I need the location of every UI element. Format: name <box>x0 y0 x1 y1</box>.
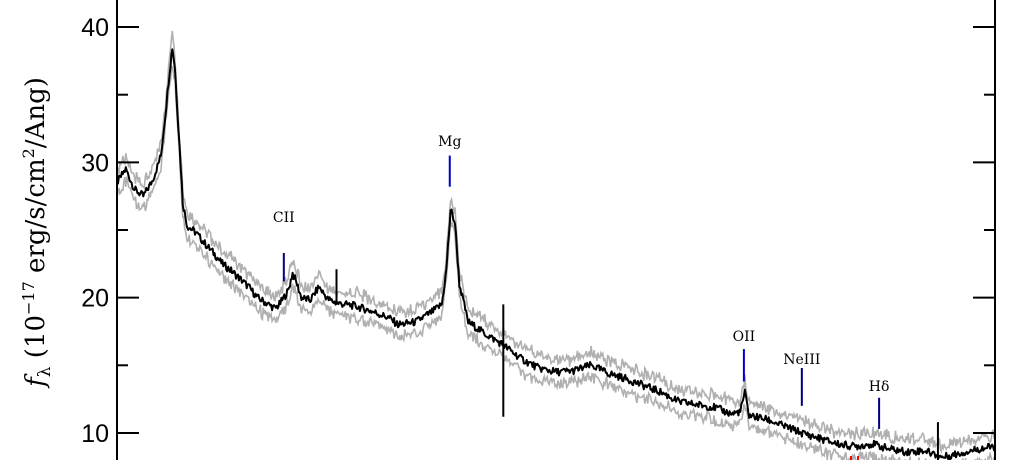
ylabel-post: /Ang) <box>21 77 51 148</box>
error-band-lower <box>116 65 996 460</box>
spectrum-line <box>116 48 996 460</box>
axes: 10 20 30 40 <box>81 0 996 460</box>
ylabel-exponent: −17 <box>19 281 38 315</box>
annotation-mg: Mg <box>438 134 461 187</box>
error-band-upper <box>116 30 996 455</box>
series-group <box>116 48 996 460</box>
y-tick-label: 10 <box>81 420 109 448</box>
ylabel-exponent2: 2 <box>19 148 38 158</box>
annotation-hδ: Hδ <box>869 379 890 429</box>
spike-group <box>335 269 939 460</box>
annotation-label: Hδ <box>869 379 890 395</box>
y-tick-label: 40 <box>81 14 109 42</box>
annotation-label: NeIII <box>783 352 820 368</box>
y-tick-label: 20 <box>81 285 109 313</box>
error-band <box>116 30 996 460</box>
ylabel-mid: erg/s/cm <box>21 158 51 281</box>
ylabel-pre: (10 <box>21 315 51 367</box>
annotation-label: OII <box>733 329 756 345</box>
annotation-neiii: NeIII <box>783 352 820 406</box>
annotation-label: CII <box>273 210 295 226</box>
y-axis-label: fλ (10−17 erg/s/cm2/Ang) <box>19 77 55 389</box>
bottom-markers <box>850 456 860 460</box>
y-tick-label: 30 <box>81 149 109 177</box>
annotation-oii: OII <box>733 329 756 382</box>
annotation-label: Mg <box>438 134 461 150</box>
ylabel-subscript: λ <box>35 366 55 377</box>
annotation-cii: CII <box>273 210 295 282</box>
line-annotations: CII Mg OII NeIII Hδ <box>273 134 889 429</box>
